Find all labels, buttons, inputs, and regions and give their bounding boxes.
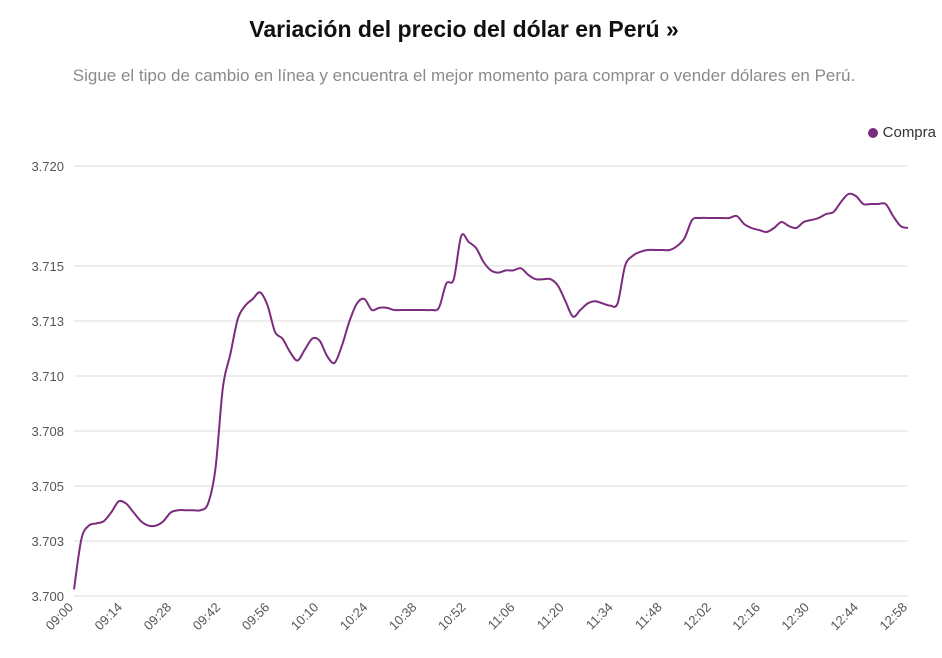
x-tick-label: 12:30 [778, 600, 812, 634]
x-tick-label: 12:58 [877, 600, 911, 634]
x-tick-label: 09:00 [43, 600, 77, 634]
x-tick-label: 10:38 [386, 600, 420, 634]
x-tick-label: 10:52 [435, 600, 469, 634]
y-tick-label: 3.713 [31, 314, 64, 329]
x-tick-label: 10:10 [288, 600, 322, 634]
y-tick-label: 3.720 [31, 159, 64, 174]
x-axis-labels: 09:00 09:14 09:28 09:42 09:56 10:10 10:24 10:38… [43, 600, 911, 634]
x-tick-label: 09:14 [92, 600, 126, 634]
x-tick-label: 09:42 [190, 600, 224, 634]
chart-subtitle: Sigue el tipo de cambio en línea y encue… [72, 66, 856, 85]
y-tick-label: 3.703 [31, 534, 64, 549]
y-tick-label: 3.705 [31, 479, 64, 494]
y-tick-label: 3.700 [31, 589, 64, 604]
x-tick-label: 09:56 [239, 600, 273, 634]
series-line-compra[interactable] [73, 192, 909, 590]
x-tick-label: 11:20 [534, 600, 567, 633]
x-tick-label: 11:34 [583, 600, 616, 633]
y-tick-label: 3.715 [31, 259, 64, 274]
y-tick-label: 3.710 [31, 369, 64, 384]
series-layer [73, 192, 909, 590]
legend[interactable]: Compra [867, 124, 936, 141]
y-axis-labels: 3.700 3.703 3.705 3.708 3.710 3.713 3.715 3.720 [31, 159, 64, 604]
chart-title: Variación del precio del dólar en Perú » [249, 16, 679, 42]
x-tick-label: 10:24 [337, 600, 371, 634]
x-tick-label: 11:06 [485, 600, 518, 633]
y-tick-label: 3.708 [31, 424, 64, 439]
legend-marker-icon [867, 127, 878, 138]
x-tick-label: 12:44 [827, 600, 861, 634]
x-tick-label: 09:28 [141, 600, 175, 634]
x-tick-label: 12:02 [680, 600, 714, 634]
legend-label-compra: Compra [882, 124, 936, 141]
x-tick-label: 11:48 [632, 600, 665, 633]
x-tick-label: 12:16 [729, 600, 763, 634]
grid-lines [74, 165, 908, 597]
